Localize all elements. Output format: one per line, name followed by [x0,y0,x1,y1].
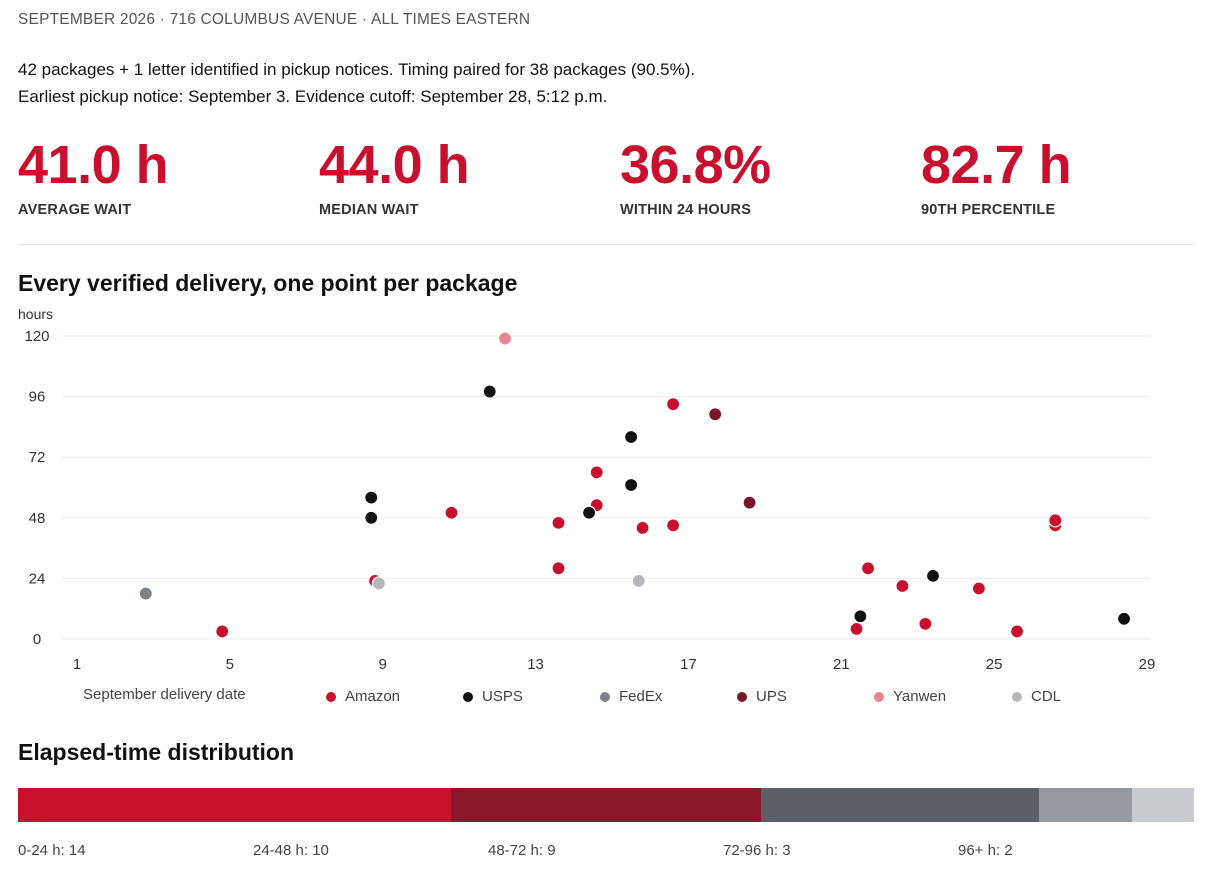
data-point-amazon [635,520,650,535]
y-tick-label: 48 [29,510,46,527]
legend-item-amazon: Amazon [326,688,400,705]
legend-label: USPS [482,688,523,705]
data-point-usps [925,568,941,583]
distribution-segment-3 [760,788,1040,822]
y-tick-label: 120 [24,328,49,345]
data-point-amazon [971,581,986,596]
distribution-label: 96+ h: 2 [958,842,1013,859]
distribution-label: 24-48 h: 10 [253,842,329,859]
y-tick-label: 72 [29,449,46,466]
data-point-amazon [551,561,566,576]
x-tick-label: 29 [1139,656,1156,673]
data-point-amazon [589,465,604,480]
data-point-usps [581,505,597,520]
stat-value: 44.0 h [319,135,470,195]
legend-swatch [874,692,884,702]
y-tick-label: 0 [33,631,41,648]
legend-swatch [1012,692,1022,702]
data-point-usps [364,510,379,525]
distribution-segment-1 [18,788,452,822]
distribution-bar [18,788,1194,822]
legend-swatch [326,692,336,702]
stat-90th-percentile: 82.7 h 90TH PERCENTILE [921,132,1072,218]
data-point-amazon [918,616,933,631]
data-point-cdl [631,573,646,589]
scatter-legend: September delivery date Amazon USPS FedE… [0,686,1206,708]
data-point-amazon [1048,513,1063,528]
stat-label: MEDIAN WAIT [319,202,419,218]
legend-item-fedex: FedEx [600,688,662,705]
x-tick-label: 5 [226,656,234,673]
x-tick-label: 1 [73,656,81,673]
data-point-amazon [444,505,459,520]
y-axis-label: hours [18,306,54,322]
data-point-usps [482,384,497,399]
scatter-chart: 0 24 48 72 96 120 1 5 9 13 17 21 25 29 [24,328,1156,673]
stat-within-24-hours: 36.8% WITHIN 24 HOURS [620,132,771,218]
stat-value: 41.0 h [18,135,169,195]
legend-label: Amazon [345,688,401,705]
stat-value: 82.7 h [921,135,1072,195]
data-point-yanwen [497,331,513,346]
x-tick-label: 13 [527,656,544,673]
distribution-segment-4 [1039,788,1133,822]
data-point-amazon [860,561,876,576]
data-point-usps [624,429,639,445]
data-point-usps [853,609,868,624]
stat-label: WITHIN 24 HOURS [620,202,752,218]
distribution-label: 0-24 h: 14 [18,842,86,859]
legend-item-ups: UPS [737,688,787,705]
page-eyebrow: SEPTEMBER 2026 · 716 COLUMBUS AVENUE · A… [18,11,531,28]
data-point-amazon [551,515,566,530]
y-tick-label: 96 [29,389,46,406]
data-point-amazon [666,397,681,412]
legend-label: CDL [1031,688,1062,705]
x-tick-label: 21 [833,656,850,673]
distribution-title: Elapsed-time distribution [18,739,295,765]
x-axis-label: September delivery date [83,686,246,703]
summary-line-1: 42 packages + 1 letter identified in pic… [18,60,696,79]
distribution-label: 48-72 h: 9 [488,842,556,859]
data-point-amazon [1009,624,1025,639]
legend-swatch [737,692,747,702]
legend-item-yanwen: Yanwen [874,688,946,705]
stat-value: 36.8% [620,135,771,195]
legend-label: UPS [756,688,787,705]
data-point-amazon [666,518,681,533]
data-point-ups [742,495,757,510]
stat-average-wait: 41.0 h AVERAGE WAIT [18,132,169,218]
divider [18,244,1194,245]
stats-row: 41.0 h AVERAGE WAIT 44.0 h MEDIAN WAIT 3… [18,132,1194,224]
summary-line-2: Earliest pickup notice: September 3. Evi… [18,87,608,106]
legend-label: FedEx [619,688,663,705]
data-point-amazon [215,624,230,639]
x-tick-label: 9 [379,656,387,673]
data-point-usps [1116,611,1132,626]
legend-item-usps: USPS [463,688,523,705]
data-point-ups [708,407,723,422]
summary: 42 packages + 1 letter identified in pic… [18,56,695,110]
y-tick-label: 24 [29,570,46,587]
data-point-amazon [849,621,864,636]
legend-swatch [600,692,610,702]
x-tick-label: 17 [680,656,697,673]
data-point-usps [364,490,379,505]
data-point-amazon [895,578,910,594]
legend-item-cdl: CDL [1012,688,1061,705]
stat-label: 90TH PERCENTILE [921,202,1056,218]
legend-label: Yanwen [893,688,947,705]
stat-label: AVERAGE WAIT [18,202,132,218]
distribution-segment-2 [451,788,761,822]
x-tick-label: 25 [986,656,1003,673]
distribution-segment-5 [1132,788,1194,822]
stat-median-wait: 44.0 h MEDIAN WAIT [319,132,470,218]
distribution-label: 72-96 h: 3 [723,842,791,859]
scatter-title: Every verified delivery, one point per p… [18,270,518,296]
legend-swatch [463,692,473,702]
data-point-cdl [371,576,386,591]
data-point-fedex [138,586,153,601]
data-point-usps [624,477,639,493]
